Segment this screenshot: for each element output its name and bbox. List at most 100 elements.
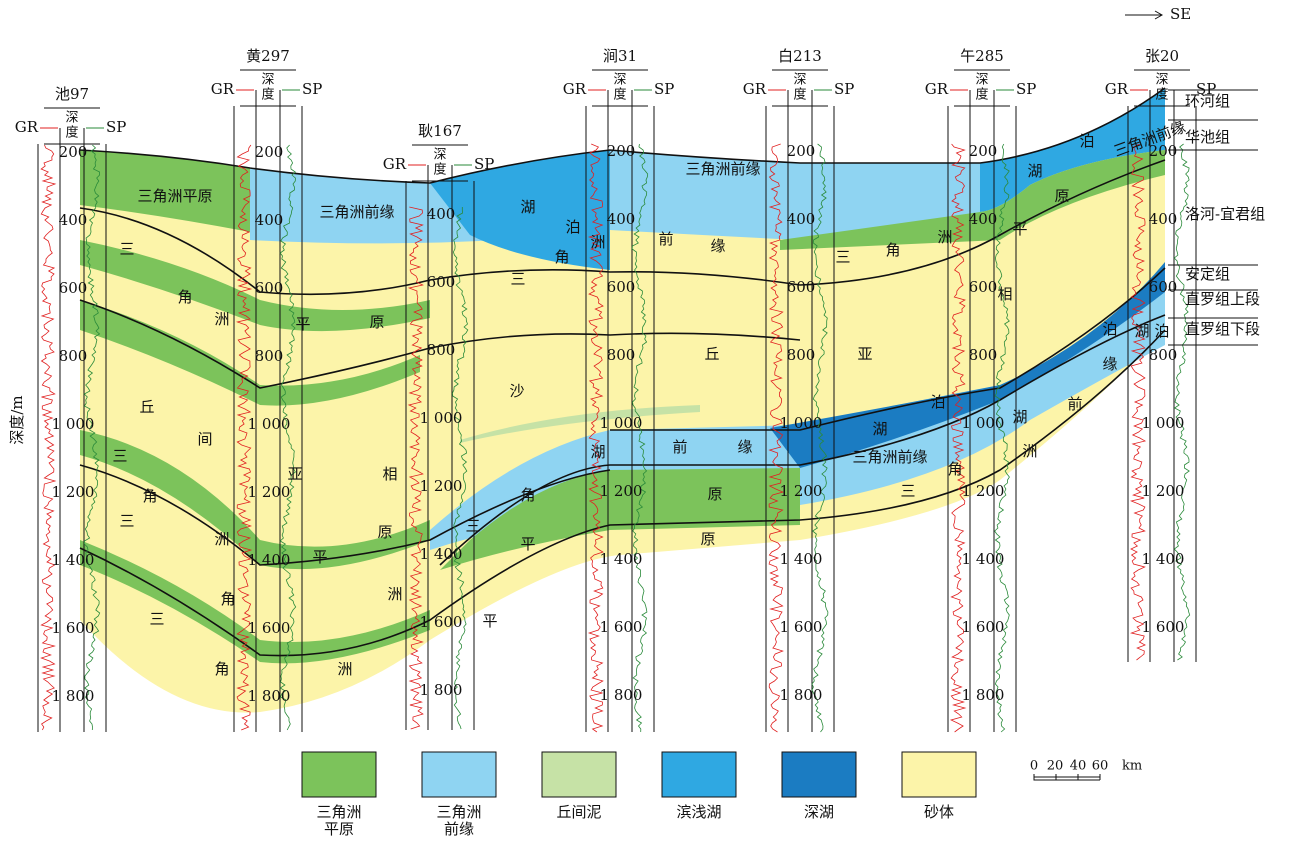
facies-label: 丘: [139, 398, 154, 416]
facies-label: 湖: [520, 198, 535, 216]
facies-label: 缘: [710, 237, 725, 255]
sp-label: SP: [106, 118, 126, 136]
depth-head: 度: [975, 87, 988, 103]
facies-label: 角: [885, 241, 900, 259]
gr-log: [235, 144, 253, 731]
depth-label: 1 800: [420, 681, 463, 699]
depth-label: 400: [607, 210, 636, 228]
delta-plain: [440, 468, 800, 570]
depth-label: 600: [255, 279, 284, 297]
depth-head: 深: [261, 73, 274, 88]
depth-label: 800: [787, 346, 816, 364]
legend-label: 平原: [324, 820, 354, 838]
arrow-head: [1154, 10, 1164, 20]
formation-label: 直罗组上段: [1185, 290, 1260, 308]
sp-log: [811, 143, 829, 733]
depth-label: 1 600: [780, 618, 823, 636]
sp-log: [452, 207, 469, 730]
facies-label: 角: [220, 590, 235, 608]
sp-label: SP: [1016, 80, 1036, 98]
depth-label: 1 200: [600, 482, 643, 500]
depth-label: 400: [59, 211, 88, 229]
gr-log: [1129, 143, 1147, 661]
facies-label: 三: [112, 447, 127, 465]
gr-label: GR: [383, 155, 407, 173]
depth-label: 200: [969, 142, 998, 160]
facies-label: 三: [900, 482, 915, 500]
depth-label: 1 400: [248, 551, 291, 569]
facies-label: 原: [707, 485, 722, 503]
facies-label: 泊: [1154, 322, 1169, 340]
depth-label: 1 800: [780, 686, 823, 704]
legend-swatch: [301, 751, 377, 798]
depth-label: 1 600: [248, 619, 291, 637]
depth-label: 600: [1149, 278, 1178, 296]
facies-label: 湖: [872, 420, 887, 438]
sp-label: SP: [654, 80, 674, 98]
gr-log: [40, 144, 57, 731]
depth-label: 1 400: [52, 551, 95, 569]
legend-swatch: [541, 751, 617, 798]
depth-head: 深: [1155, 73, 1168, 88]
depth-head: 度: [1155, 87, 1168, 103]
facies-label: 湖: [1012, 408, 1027, 426]
delta-plain: [80, 300, 420, 406]
delta-front: [250, 150, 980, 244]
depth-label: 200: [59, 143, 88, 161]
facies-label: 洲: [937, 228, 952, 246]
facies-label: 泊: [930, 393, 945, 411]
sp-log: [994, 143, 1010, 733]
facies-label: 三: [835, 248, 850, 266]
facies-label: 间: [197, 430, 212, 448]
depth-label: 800: [59, 347, 88, 365]
facies-label: 泊: [1102, 320, 1117, 338]
facies-label: 洲: [590, 233, 605, 251]
facies-label: 湖: [590, 443, 605, 461]
depth-label: 1 600: [52, 619, 95, 637]
depth-label: 200: [1149, 142, 1178, 160]
legend-label: 三角洲: [436, 803, 481, 821]
gr-log: [407, 206, 424, 730]
direction: SE: [1170, 5, 1191, 23]
depth-label: 600: [787, 278, 816, 296]
facies-label: 缘: [737, 438, 752, 456]
facies-label: 原: [700, 530, 715, 548]
depth-label: 1 000: [420, 409, 463, 427]
scale-bar: [1033, 774, 1101, 781]
facies-label: 三角洲平原: [137, 187, 212, 205]
depth-label: 800: [1149, 346, 1178, 364]
facies-label: 洲: [337, 660, 352, 678]
scale-label: 40: [1070, 759, 1087, 774]
depth-head: 深: [975, 73, 988, 88]
sp-label: SP: [834, 80, 854, 98]
facies-label: 丘: [704, 345, 719, 363]
depth-label: 800: [427, 341, 456, 359]
depth-head: 度: [613, 87, 626, 103]
section: [79, 87, 1166, 713]
depth-label: 200: [607, 142, 636, 160]
facies-label: 三: [119, 240, 134, 258]
depth-label: 600: [427, 273, 456, 291]
legend-label: 砂体: [924, 803, 954, 821]
legend-label: 前缘: [444, 820, 474, 838]
depth-head: 度: [433, 162, 446, 178]
legend-swatch: [661, 751, 737, 798]
depth-label: 800: [969, 346, 998, 364]
facies-label: 平: [1012, 220, 1027, 238]
boundaries: [79, 87, 1166, 657]
depth-label: 800: [255, 347, 284, 365]
facies-label: 泊: [565, 218, 580, 236]
depth-label: 600: [607, 278, 636, 296]
well-name: 涧31: [603, 47, 637, 65]
facies-label: 缘: [1102, 355, 1117, 373]
well-name: 耿167: [418, 122, 462, 140]
formation-label: 安定组: [1185, 265, 1230, 283]
facies-label: 三: [465, 517, 480, 535]
depth-label: 1 000: [962, 414, 1005, 432]
facies-label: 相: [382, 465, 397, 483]
formation-label: 洛河-宜君组: [1185, 205, 1265, 223]
facies-label: 角: [520, 486, 535, 504]
gr-label: GR: [563, 80, 587, 98]
facies-label: 前: [658, 230, 673, 248]
depth-label: 400: [787, 210, 816, 228]
